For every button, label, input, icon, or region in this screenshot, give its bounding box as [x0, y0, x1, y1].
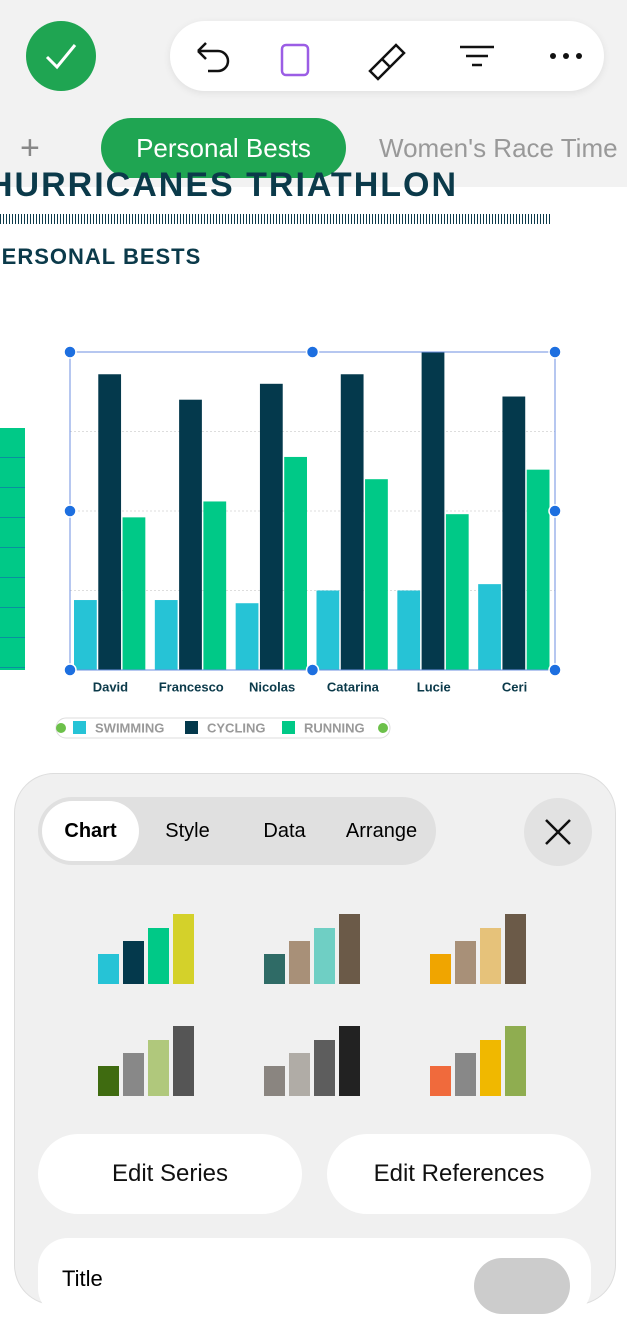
style-swatch-bar [289, 1053, 310, 1096]
style-swatch-bar [148, 928, 169, 984]
selection-handle [305, 663, 320, 677]
selection-handle [305, 345, 320, 359]
bar [526, 469, 550, 670]
bar [259, 383, 283, 670]
style-swatch-bar [505, 914, 526, 984]
sheet-tab-active[interactable]: Personal Bests [101, 118, 346, 178]
panel-tab[interactable]: Chart [42, 801, 139, 861]
style-swatch-bar [480, 928, 501, 984]
selection-handle [548, 345, 562, 359]
bar [179, 399, 202, 670]
style-swatch-bar [98, 954, 119, 984]
bar [340, 374, 364, 670]
selection-handle [548, 663, 562, 677]
bar [98, 374, 122, 670]
chart-styles [98, 914, 526, 1096]
bar [284, 456, 307, 670]
legend-handle [378, 723, 388, 733]
tab-label: Personal Bests [136, 132, 311, 163]
bar [122, 517, 146, 670]
style-swatch-bar [505, 1026, 526, 1096]
selection-handle [63, 345, 77, 359]
style-swatch-bar [173, 914, 194, 984]
selection-handle [548, 504, 562, 518]
bar [365, 479, 388, 670]
bar [421, 352, 445, 670]
title-rule [0, 214, 550, 224]
panel-tabs: Chart Style Data Arrange [38, 797, 436, 865]
panel-tab[interactable]: Data [263, 819, 306, 842]
close-icon [545, 819, 571, 845]
filter[interactable] [460, 45, 494, 67]
x-tick-label: Lucie [417, 679, 451, 694]
x-tick-label: Nicolas [249, 679, 295, 694]
bar [445, 514, 469, 670]
table-edge [0, 428, 25, 670]
style-swatch-bar [339, 914, 360, 984]
style-swatch-bar [98, 1066, 119, 1096]
done-button[interactable] [26, 21, 96, 91]
panel-tab[interactable]: Style [165, 819, 210, 842]
bar [502, 396, 526, 670]
add-sheet[interactable]: + [20, 129, 40, 167]
x-tick-label: Ceri [502, 679, 527, 694]
style-swatch-bar [455, 1053, 476, 1096]
style-swatch-bar [264, 1066, 285, 1096]
bar [154, 600, 178, 670]
toolbar-icons [197, 42, 582, 81]
edit-series[interactable]: Edit Series [38, 1134, 302, 1214]
more[interactable] [550, 53, 582, 59]
legend-swatch [73, 721, 86, 734]
selection-handle [63, 663, 77, 677]
style-swatch-bar [480, 1040, 501, 1096]
legend-label: CYCLING [207, 720, 266, 735]
toolbar [170, 21, 604, 91]
undo[interactable] [197, 42, 230, 73]
legend-label: SWIMMING [95, 720, 164, 735]
bar [478, 584, 501, 670]
style-swatch-bar [173, 1026, 194, 1096]
legend-swatch [185, 721, 198, 734]
style-swatch-bar [455, 941, 476, 984]
toggle[interactable] [474, 1258, 570, 1314]
style-swatch-bar [339, 1026, 360, 1096]
close-button[interactable] [524, 798, 592, 866]
format[interactable] [280, 43, 310, 77]
bar [316, 590, 340, 670]
x-tick-label: Francesco [159, 679, 224, 694]
bar [74, 600, 97, 670]
edit-references[interactable]: Edit References [327, 1134, 591, 1214]
doc-subtitle: PERSONAL BESTS [0, 244, 202, 269]
x-tick-label: Catarina [327, 679, 380, 694]
title-label: Title [62, 1266, 103, 1291]
bar [235, 603, 259, 670]
legend-label: RUNNING [304, 720, 365, 735]
style-swatch-bar [314, 928, 335, 984]
chart: David Francesco Nicolas Catarina Lucie Ceri SW… [55, 345, 562, 739]
x-tick-label: David [93, 679, 128, 694]
legend-handle [56, 723, 66, 733]
sheet-tab[interactable]: Women's Race Time [379, 133, 618, 163]
style-swatch-bar [123, 941, 144, 984]
check-icon [45, 44, 77, 70]
bar [203, 501, 227, 670]
style-swatch-bar [264, 954, 285, 984]
panel-tab[interactable]: Arrange [345, 819, 418, 842]
brush[interactable] [368, 43, 406, 81]
doc-title: HURRICANES TRIATHLON [0, 166, 459, 204]
style-swatch-bar [123, 1053, 144, 1096]
style-swatch-bar [314, 1040, 335, 1096]
style-swatch-bar [430, 1066, 451, 1096]
selection-handle [63, 504, 77, 518]
bar [397, 590, 421, 670]
style-swatch-bar [148, 1040, 169, 1096]
style-swatch-bar [430, 954, 451, 984]
style-swatch-bar [289, 941, 310, 984]
legend-swatch [282, 721, 295, 734]
